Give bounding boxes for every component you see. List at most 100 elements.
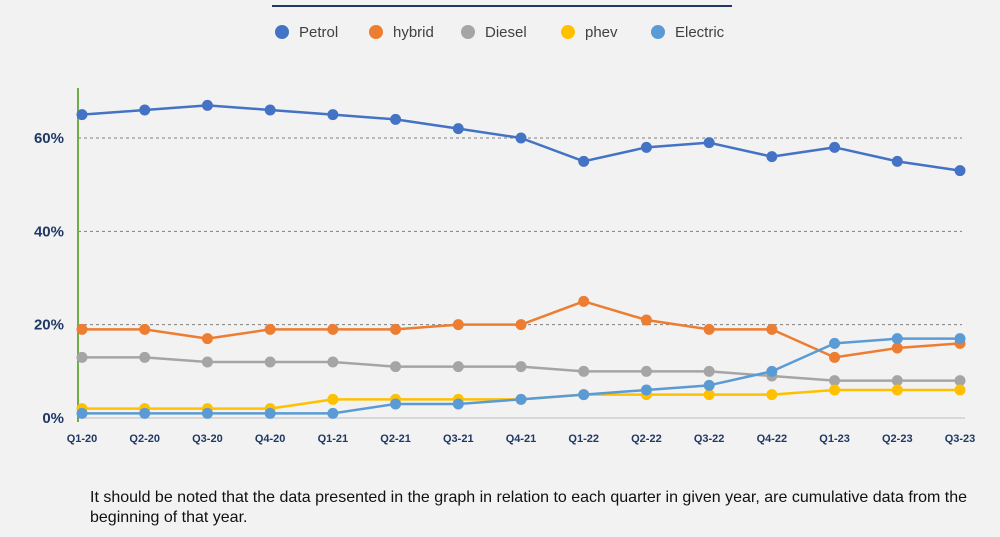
data-point: [390, 323, 402, 335]
data-point: [264, 356, 276, 368]
x-tick-label: Q3-21: [443, 433, 474, 445]
data-point: [891, 375, 903, 387]
legend-item-petrol: Petrol: [275, 24, 338, 41]
data-point: [515, 393, 527, 405]
x-tick-label: Q2-21: [380, 433, 411, 445]
y-tick-label: 40%: [34, 223, 64, 240]
x-tick-label: Q1-20: [67, 433, 98, 445]
data-point: [264, 407, 276, 419]
data-point: [139, 323, 151, 335]
x-tick-label: Q2-22: [631, 433, 662, 445]
legend-item-diesel: Diesel: [461, 24, 527, 41]
data-point: [954, 375, 966, 387]
gridlines: [78, 137, 965, 419]
x-tick-label: Q3-20: [192, 433, 223, 445]
data-point: [578, 155, 590, 167]
data-point: [201, 333, 213, 345]
data-point: [452, 361, 464, 373]
x-axis-ticks: Q1-20 Q2-20 Q3-20 Q4-20 Q1-21 Q2-21 Q3-21 Q4-21…: [67, 433, 976, 445]
data-point: [640, 314, 652, 326]
legend-marker: [561, 25, 575, 39]
data-point: [891, 155, 903, 167]
data-point: [829, 384, 841, 396]
y-tick-label: 20%: [34, 317, 64, 334]
y-tick-label: 0%: [42, 410, 64, 427]
data-point: [703, 365, 715, 377]
legend-item-electric: Electric: [651, 24, 725, 41]
series-hybrid: [76, 295, 966, 363]
data-point: [201, 407, 213, 419]
legend-label: hybrid: [393, 24, 434, 41]
series-diesel: [76, 351, 966, 387]
data-point: [578, 389, 590, 401]
x-tick-label: Q3-22: [694, 433, 725, 445]
data-point: [452, 123, 464, 135]
series-electric: [76, 333, 966, 419]
data-point: [515, 361, 527, 373]
x-tick-label: Q1-21: [318, 433, 349, 445]
data-point: [766, 365, 778, 377]
legend-item-hybrid: hybrid: [369, 24, 434, 41]
legend-label: Electric: [675, 24, 725, 41]
data-point: [766, 389, 778, 401]
chart-legend: Petrol hybrid Diesel phev Electric: [275, 24, 725, 41]
data-point: [76, 109, 88, 121]
data-point: [829, 351, 841, 363]
data-point: [390, 398, 402, 410]
data-point: [640, 384, 652, 396]
data-point: [390, 361, 402, 373]
data-point: [954, 384, 966, 396]
data-point: [891, 333, 903, 345]
data-point: [640, 365, 652, 377]
data-point: [201, 99, 213, 111]
data-point: [76, 323, 88, 335]
legend-item-phev: phev: [561, 24, 618, 41]
data-point: [452, 398, 464, 410]
data-point: [139, 351, 151, 363]
data-point: [76, 351, 88, 363]
data-point: [891, 384, 903, 396]
data-point: [327, 356, 339, 368]
data-point: [703, 323, 715, 335]
series-petrol: [76, 99, 966, 177]
y-axis-ticks: 0% 20% 40% 60%: [34, 130, 64, 427]
legend-marker: [461, 25, 475, 39]
x-tick-label: Q4-21: [506, 433, 537, 445]
data-point: [703, 137, 715, 149]
x-tick-label: Q1-22: [568, 433, 599, 445]
data-point: [703, 379, 715, 391]
data-point: [829, 141, 841, 153]
data-point: [829, 375, 841, 387]
data-point: [829, 337, 841, 349]
legend-marker: [275, 25, 289, 39]
y-tick-label: 60%: [34, 130, 64, 147]
legend-label: Diesel: [485, 24, 527, 41]
data-point: [264, 323, 276, 335]
series-lines: [76, 99, 966, 419]
x-tick-label: Q3-23: [945, 433, 976, 445]
data-point: [390, 113, 402, 125]
data-point: [139, 407, 151, 419]
data-point: [954, 165, 966, 177]
x-tick-label: Q2-20: [129, 433, 160, 445]
x-tick-label: Q4-20: [255, 433, 286, 445]
x-tick-label: Q1-23: [819, 433, 850, 445]
data-point: [578, 365, 590, 377]
legend-marker: [651, 25, 665, 39]
data-point: [452, 319, 464, 331]
legend-label: phev: [585, 24, 618, 41]
data-point: [201, 356, 213, 368]
data-point: [515, 132, 527, 144]
x-tick-label: Q4-22: [757, 433, 788, 445]
data-point: [327, 393, 339, 405]
legend-label: Petrol: [299, 24, 338, 41]
data-point: [766, 323, 778, 335]
data-point: [703, 389, 715, 401]
data-point: [264, 104, 276, 116]
data-point: [515, 319, 527, 331]
data-point: [139, 104, 151, 116]
data-point: [954, 333, 966, 345]
legend-marker: [369, 25, 383, 39]
data-point: [76, 407, 88, 419]
